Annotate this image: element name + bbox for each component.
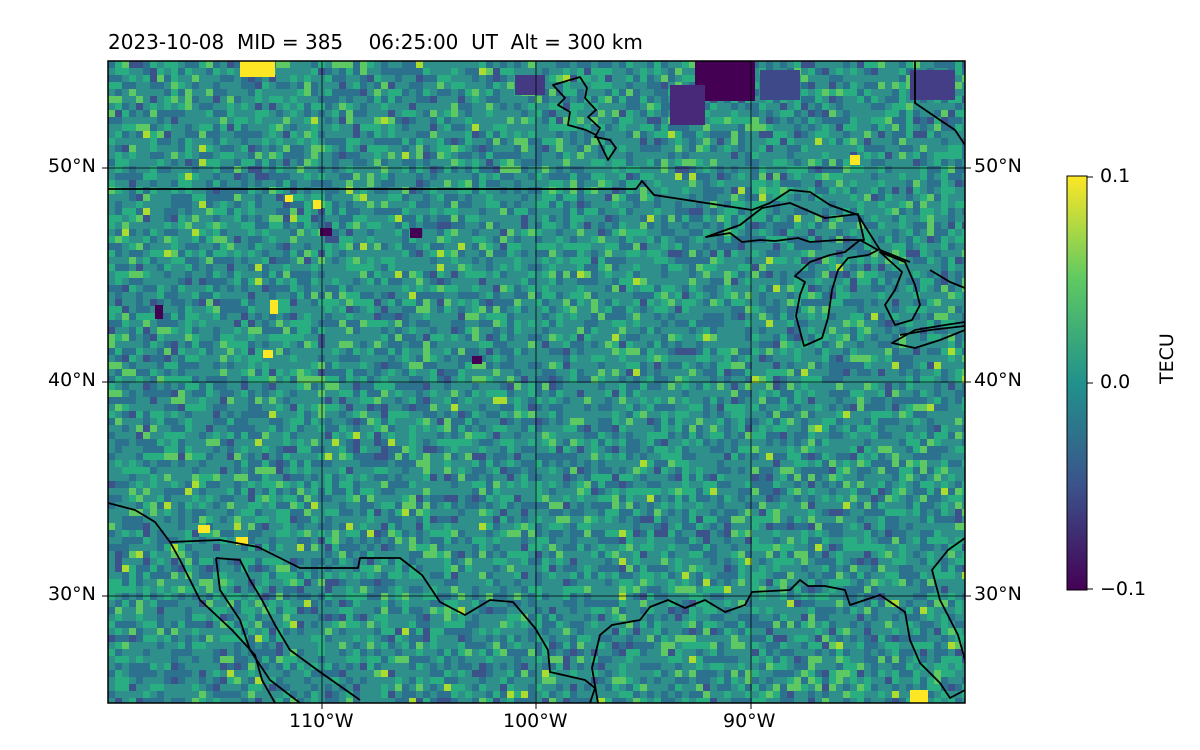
canada-coast-ne [929,269,965,289]
colorbar-unit: TECU [1156,333,1178,384]
colorbar-label-mid: 0.0 [1100,371,1131,393]
lake-erie-ontario [891,321,965,349]
mexico-pacific-coast [169,541,361,703]
canada-coast-east [914,61,965,146]
lon-label-90: 90°W [723,710,776,732]
hudson-bay-coast [552,76,617,161]
map-title: 2023-10-08 MID = 385 06:25:00 UT Alt = 3… [108,30,643,54]
tec-cells [108,61,965,703]
lon-label-110: 110°W [289,710,354,732]
us-mexico-border [108,502,596,703]
lake-michigan [794,239,879,347]
lat-label-30-right: 30°N [974,583,1022,605]
atlantic-coast [931,537,965,661]
lat-label-50-left: 50°N [48,155,96,177]
colorbar-label-max: 0.1 [1100,165,1131,187]
lat-label-50-right: 50°N [974,155,1022,177]
us-canada-border [108,180,911,263]
lat-label-40-left: 40°N [48,369,96,391]
lat-label-40-right: 40°N [974,369,1022,391]
graticule [108,61,965,703]
lake-huron [879,251,921,326]
colorbar-ticks [1087,176,1093,590]
coastlines [108,61,965,703]
lat-label-30-left: 30°N [48,583,96,605]
lake-superior [705,202,865,243]
axis-ticks [102,167,971,709]
colorbar-gradient [1066,175,1088,591]
lon-label-100: 100°W [503,710,568,732]
gulf-coast [591,579,965,703]
colorbar-label-min: −0.1 [1100,578,1147,600]
